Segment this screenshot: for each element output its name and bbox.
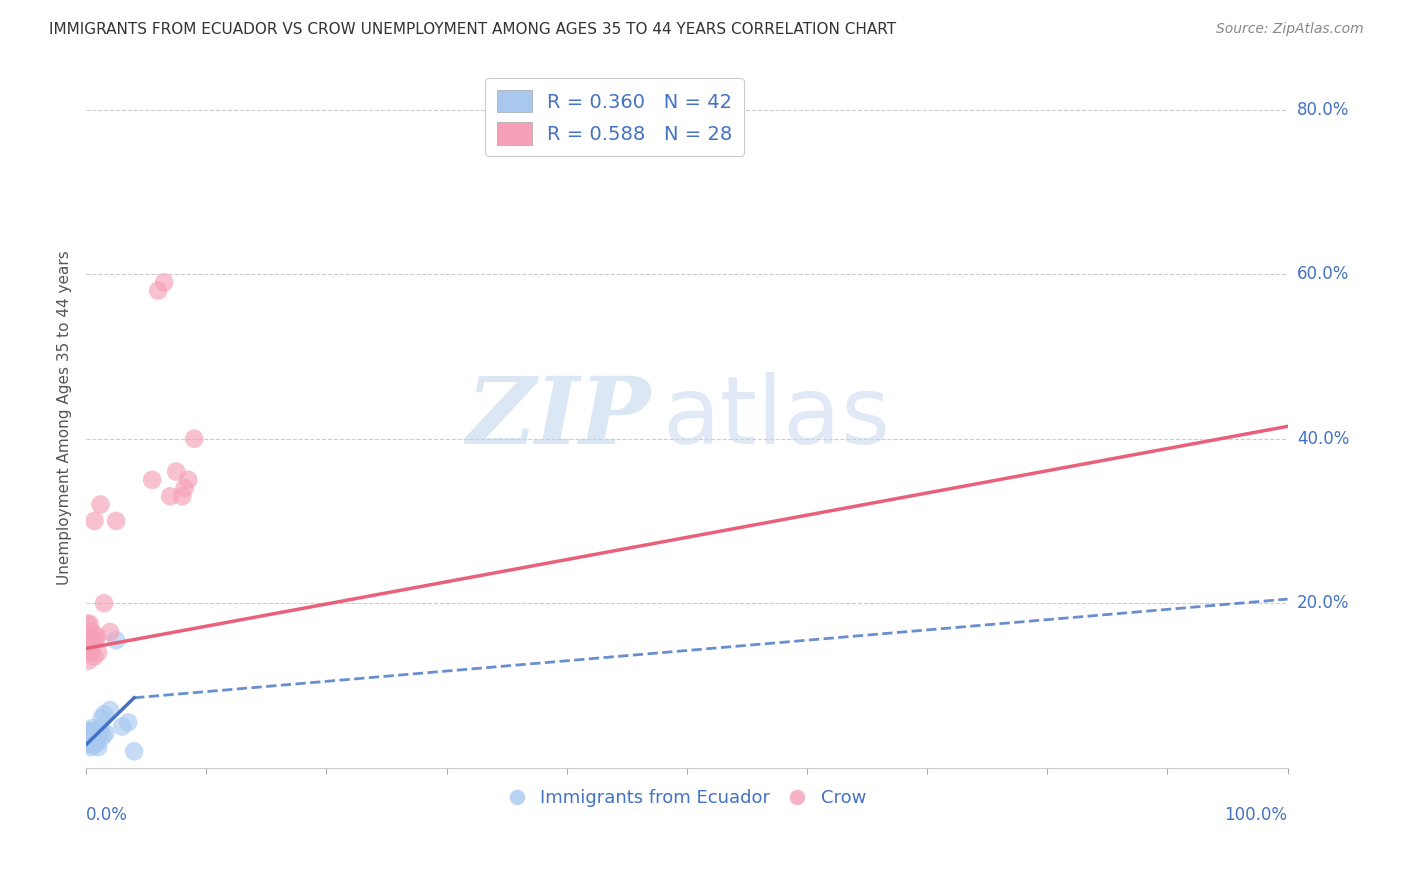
Point — [80, 646, 103, 660]
Point — [80, 726, 103, 740]
Text: 80.0%: 80.0% — [1298, 101, 1350, 119]
Point — [172, 489, 194, 503]
Point — [79, 633, 101, 648]
Point — [77, 730, 100, 744]
Point — [82, 738, 104, 752]
Point — [153, 276, 176, 290]
Point — [86, 629, 108, 643]
Point — [86, 736, 108, 750]
Point — [117, 715, 139, 730]
Point — [86, 730, 108, 744]
Point — [122, 744, 145, 758]
Point — [87, 740, 110, 755]
Point — [84, 734, 107, 748]
Point — [87, 731, 110, 746]
Point — [80, 736, 103, 750]
Point — [84, 633, 107, 648]
Y-axis label: Unemployment Among Ages 35 to 44 years: Unemployment Among Ages 35 to 44 years — [58, 251, 72, 585]
Point — [80, 726, 103, 740]
Point — [165, 465, 187, 479]
Point — [93, 707, 115, 722]
Point — [82, 731, 104, 745]
Point — [111, 720, 134, 734]
Point — [80, 624, 103, 639]
Point — [83, 649, 105, 664]
Point — [105, 633, 128, 648]
Point — [79, 728, 101, 742]
Point — [82, 730, 104, 744]
Point — [83, 514, 105, 528]
Point — [77, 654, 100, 668]
Point — [84, 730, 107, 744]
Point — [76, 731, 98, 746]
Point — [83, 726, 105, 740]
Point — [80, 641, 103, 656]
Point — [105, 514, 128, 528]
Text: ZIP: ZIP — [467, 373, 651, 463]
Point — [94, 726, 117, 740]
Point — [82, 633, 104, 648]
Point — [146, 284, 169, 298]
Point — [77, 629, 100, 643]
Point — [159, 489, 181, 503]
Point — [89, 498, 111, 512]
Point — [77, 736, 100, 750]
Point — [79, 616, 101, 631]
Point — [93, 596, 115, 610]
Point — [89, 726, 111, 740]
Text: IMMIGRANTS FROM ECUADOR VS CROW UNEMPLOYMENT AMONG AGES 35 TO 44 YEARS CORRELATI: IMMIGRANTS FROM ECUADOR VS CROW UNEMPLOY… — [49, 22, 897, 37]
Point — [79, 738, 101, 752]
Point — [80, 731, 103, 746]
Text: atlas: atlas — [662, 372, 891, 464]
Point — [82, 724, 104, 739]
Point — [183, 432, 205, 446]
Point — [83, 731, 105, 746]
Point — [87, 646, 110, 660]
Point — [82, 734, 104, 748]
Point — [77, 723, 100, 738]
Point — [91, 730, 114, 744]
Point — [80, 730, 103, 744]
Text: 60.0%: 60.0% — [1298, 265, 1350, 283]
Text: 0.0%: 0.0% — [86, 806, 128, 824]
Point — [80, 734, 103, 748]
Legend: Immigrants from Ecuador, Crow: Immigrants from Ecuador, Crow — [501, 782, 873, 814]
Text: 20.0%: 20.0% — [1298, 594, 1350, 612]
Point — [80, 721, 103, 735]
Point — [177, 473, 200, 487]
Point — [98, 624, 121, 639]
Point — [80, 740, 103, 755]
Point — [90, 711, 112, 725]
Point — [76, 633, 98, 648]
Point — [84, 723, 107, 738]
Point — [89, 721, 111, 735]
Point — [76, 616, 98, 631]
Point — [79, 731, 101, 746]
Point — [98, 703, 121, 717]
Point — [83, 728, 105, 742]
Point — [173, 481, 195, 495]
Text: Source: ZipAtlas.com: Source: ZipAtlas.com — [1216, 22, 1364, 37]
Point — [76, 728, 98, 742]
Text: 40.0%: 40.0% — [1298, 430, 1350, 448]
Point — [141, 473, 163, 487]
Text: 100.0%: 100.0% — [1225, 806, 1288, 824]
